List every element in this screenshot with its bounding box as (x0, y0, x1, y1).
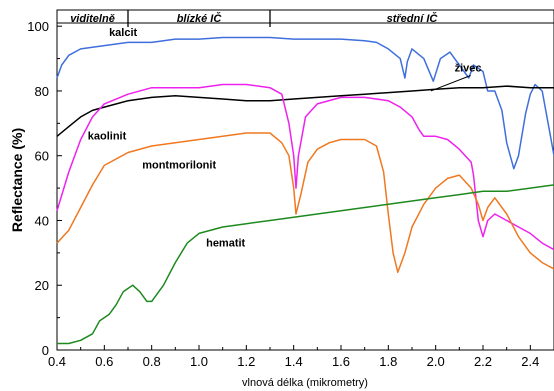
series-label-kaolinit: kaolinit (88, 131, 127, 143)
region-label-blizke-ic: blízké IČ (177, 12, 223, 25)
y-tick-label: 20 (35, 278, 49, 293)
x-tick-label: 1.0 (190, 354, 208, 369)
series-label-hematit: hematit (206, 237, 245, 249)
plot-area-frame (56, 9, 554, 351)
series-line-montmorilonit (56, 132, 554, 274)
region-label-stredni-ic: střední IČ (387, 12, 439, 25)
y-axis: 0 20 40 60 80 100 (27, 19, 62, 358)
x-tick-label: 1.2 (237, 354, 255, 369)
x-tick-label: 0.8 (143, 354, 161, 369)
x-tick-label: 1.4 (285, 354, 303, 369)
series-line-kalcit (56, 36, 554, 170)
series-label-zivec: živec (455, 63, 482, 75)
x-tick-label: 1.8 (379, 354, 397, 369)
y-axis-title: Reflectance (%) (9, 128, 25, 232)
region-bands: viditelně blízké IČ střední IČ (57, 10, 554, 27)
x-tick-label: 2.0 (427, 354, 445, 369)
x-axis: 0.4 0.6 0.8 1.0 1.2 1.4 1.6 1.8 2.0 2.2 2.4 (48, 345, 539, 369)
x-tick-label: 1.6 (332, 354, 350, 369)
x-tick-label: 0.4 (48, 354, 66, 369)
series-label-montmorilonit: montmorilonit (142, 160, 216, 172)
x-tick-label: 0.6 (95, 354, 113, 369)
x-tick-label: 2.2 (474, 354, 492, 369)
x-tick-label: 2.4 (521, 354, 539, 369)
y-tick-label: 40 (35, 213, 49, 228)
series-lines (56, 36, 554, 345)
y-tick-label: 80 (35, 84, 49, 99)
y-tick-label: 100 (27, 19, 49, 34)
y-tick-label: 60 (35, 149, 49, 164)
series-labels: kalcit živec kaolinit montmorilonit hematit (88, 27, 482, 249)
series-label-kalcit: kalcit (109, 27, 137, 39)
series-label-pointer (430, 75, 471, 92)
x-axis-title: vlnová délka (mikrometry) (242, 377, 368, 389)
y-tick-label: 0 (42, 343, 49, 358)
region-label-viditelne: viditelně (70, 13, 115, 25)
series-line-hematit (57, 184, 554, 345)
series-line-zivec (56, 85, 554, 137)
series-line-kaolinit (56, 83, 554, 251)
